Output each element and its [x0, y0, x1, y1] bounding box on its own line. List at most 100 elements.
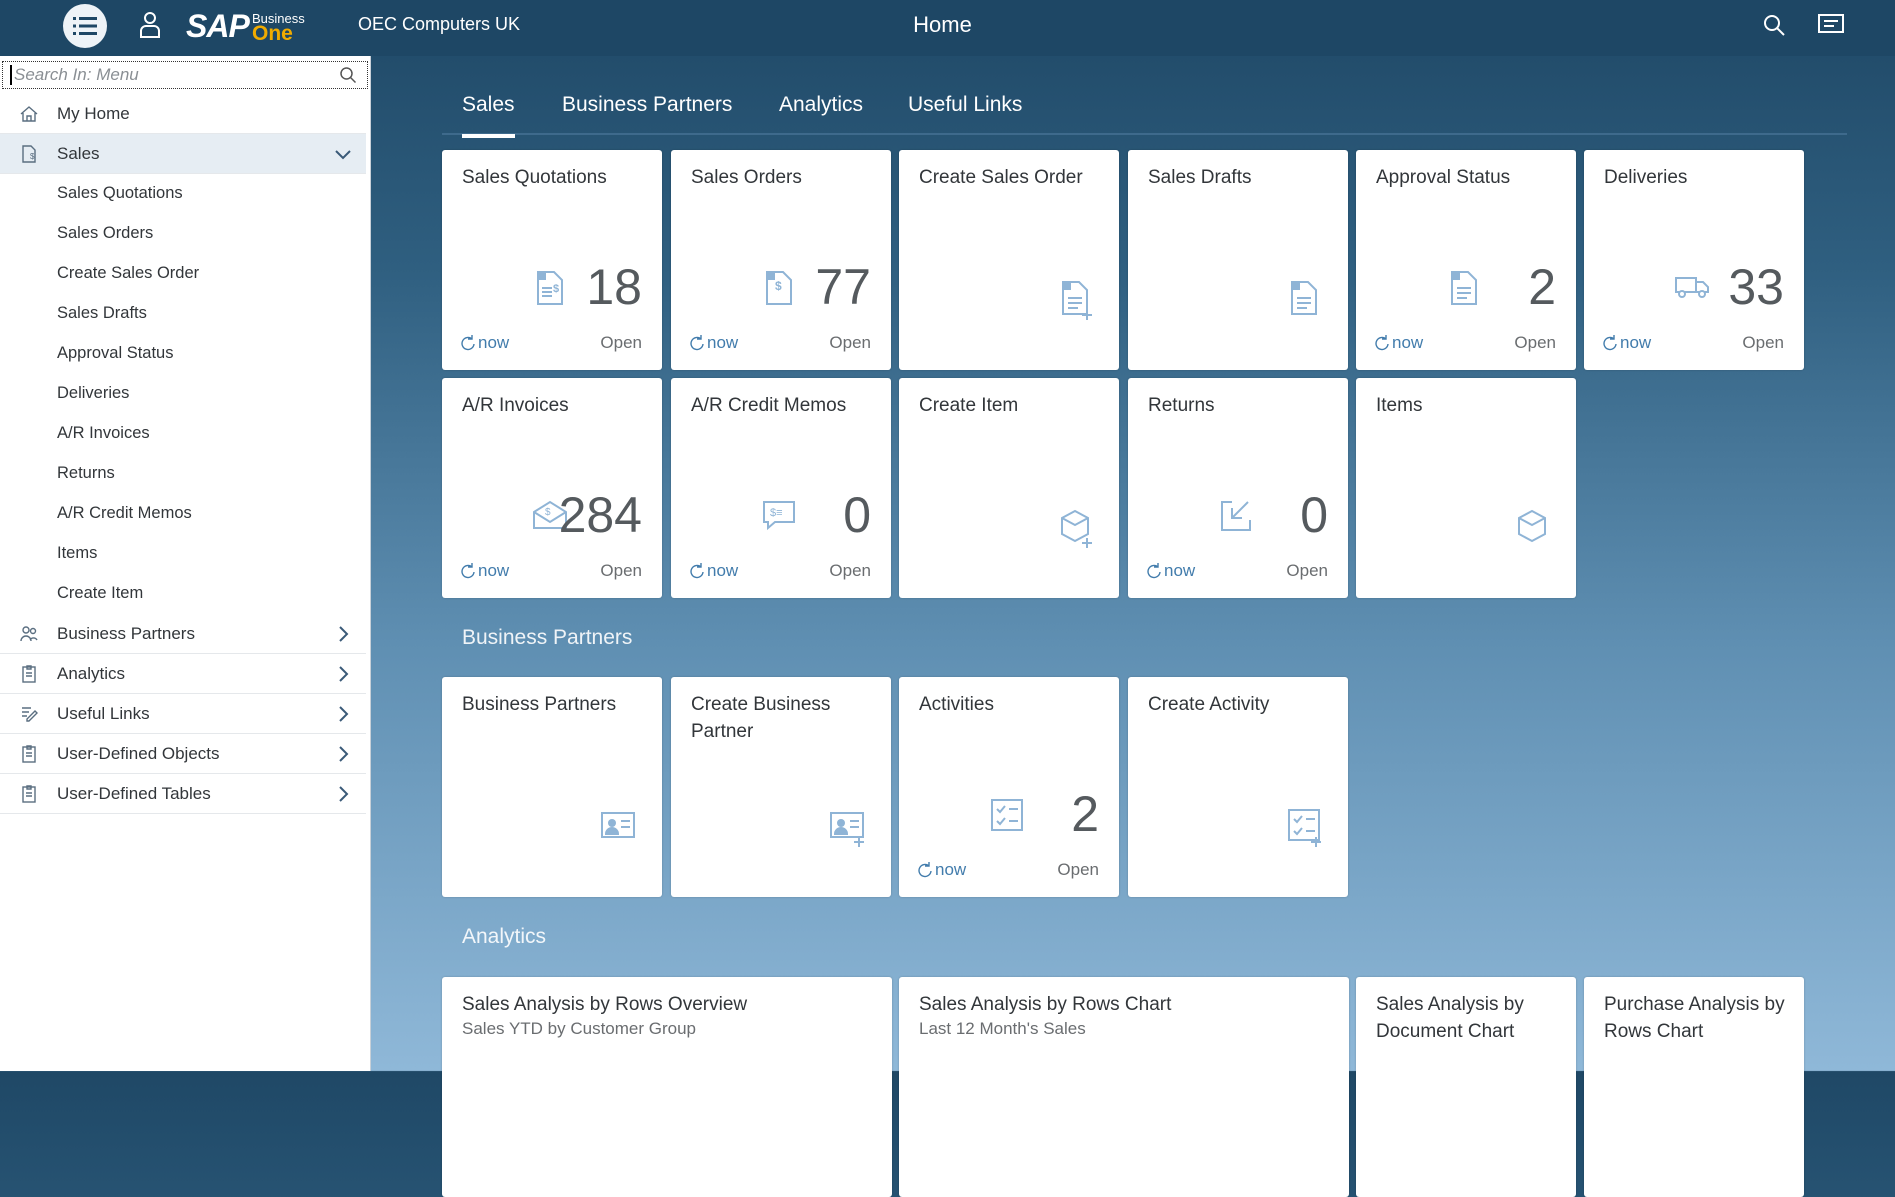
chevron-right-icon[interactable]: [334, 745, 352, 763]
add-document-icon: [1062, 281, 1092, 320]
quotation-icon: $: [537, 271, 563, 305]
sidebar-subitem[interactable]: Approval Status: [57, 344, 174, 362]
sidebar-item-label: My Home: [57, 103, 130, 123]
refresh-button[interactable]: now: [1374, 333, 1423, 353]
task-icon: [991, 799, 1023, 831]
navigation-sidebar: Search In: Menu My Home $ Sales Sales Quota…: [0, 56, 371, 1071]
sidebar-item-analytics[interactable]: Analytics: [0, 654, 366, 694]
refresh-button[interactable]: now: [689, 333, 738, 353]
sidebar-subitem[interactable]: Sales Quotations: [57, 184, 183, 202]
contact-card-icon: [601, 812, 635, 838]
notifications-icon[interactable]: [1818, 13, 1844, 35]
truck-icon: [1675, 277, 1709, 298]
refresh-button[interactable]: now: [460, 333, 509, 353]
refresh-time: now: [1392, 333, 1424, 352]
sidebar-subitem[interactable]: Returns: [57, 464, 115, 482]
user-icon[interactable]: [138, 11, 162, 39]
sidebar-item-label: Useful Links: [57, 703, 150, 723]
tile-sales-quotations[interactable]: Sales Quotations $18 now Open: [442, 150, 662, 370]
sidebar-item-useful-links[interactable]: Useful Links: [0, 694, 366, 734]
sidebar-subitem[interactable]: Sales Drafts: [57, 304, 147, 322]
sidebar-item-label: Analytics: [57, 663, 126, 683]
menu-search-input[interactable]: Search In: Menu: [2, 61, 368, 89]
tile-count: 18: [586, 259, 642, 315]
refresh-icon: [461, 563, 475, 579]
shell-header: SAP Business One OEC Computers UK Home: [0, 0, 1895, 56]
tab-analytics[interactable]: Analytics: [779, 93, 864, 116]
tile-title: Create Business Partner: [691, 694, 831, 742]
tile-create-sales-order[interactable]: Create Sales Order: [899, 150, 1119, 370]
tile-title: A/R Credit Memos: [691, 395, 847, 416]
sidebar-subitem[interactable]: Create Item: [57, 584, 144, 602]
tile-title: Purchase Analysis by Rows Chart: [1604, 994, 1785, 1042]
tile-status: Open: [1514, 333, 1556, 352]
menu-list-icon: [73, 17, 97, 35]
chevron-right-icon[interactable]: [334, 785, 352, 803]
chevron-right-icon[interactable]: [334, 665, 352, 683]
sidebar-item-my-home[interactable]: My Home: [0, 94, 366, 134]
sap-business-one-logo[interactable]: SAP Business One: [186, 8, 305, 45]
refresh-button[interactable]: now: [1146, 561, 1195, 581]
tile-status: Open: [1742, 333, 1784, 352]
tile-purchase-analysis-by-rows-chart[interactable]: Purchase Analysis by Rows Chart: [1584, 977, 1804, 1197]
company-name: OEC Computers UK: [358, 14, 521, 34]
refresh-button[interactable]: now: [689, 561, 738, 581]
search-icon[interactable]: [339, 66, 357, 84]
sales-document-icon: $: [21, 144, 36, 163]
tile-sales-analysis-by-rows-chart[interactable]: Sales Analysis by Rows Chart Last 12 Mont…: [899, 977, 1349, 1197]
tile-a-r-credit-memos[interactable]: A/R Credit Memos $≡ 0 now Open: [671, 378, 891, 598]
refresh-time: now: [1164, 561, 1196, 580]
tile-count: 0: [1300, 487, 1328, 543]
svg-text:$: $: [553, 283, 559, 295]
tile-sales-drafts[interactable]: Sales Drafts: [1128, 150, 1348, 370]
logo-one: One: [252, 22, 293, 45]
refresh-time: now: [1620, 333, 1652, 352]
tile-title: Deliveries: [1604, 167, 1688, 188]
tile-business-partners[interactable]: Business Partners: [442, 677, 662, 897]
tile-sales-analysis-by-rows-overview[interactable]: Sales Analysis by Rows Overview Sales YTD…: [442, 977, 892, 1197]
search-icon[interactable]: [1762, 13, 1786, 37]
tile-create-business-partner[interactable]: Create Business Partner: [671, 677, 891, 897]
tile-deliveries[interactable]: Deliveries 33 now Open: [1584, 150, 1804, 370]
tab-useful-links[interactable]: Useful Links: [908, 93, 1023, 116]
sidebar-item-sales[interactable]: $ Sales: [0, 134, 366, 174]
refresh-button[interactable]: now: [1602, 333, 1651, 353]
tile-create-item[interactable]: Create Item: [899, 378, 1119, 598]
chevron-right-icon[interactable]: [334, 705, 352, 723]
sidebar-item-user-defined-objects[interactable]: User-Defined Objects: [0, 734, 366, 774]
invoice-dollar-icon: $: [766, 271, 792, 305]
sidebar-subitem[interactable]: A/R Invoices: [57, 424, 150, 442]
tile-sales-analysis-by-document-chart[interactable]: Sales Analysis by Document Chart: [1356, 977, 1576, 1197]
sidebar-subitem[interactable]: Items: [57, 544, 98, 562]
refresh-icon: [690, 335, 704, 351]
chevron-right-icon[interactable]: [334, 625, 352, 643]
refresh-time: now: [478, 561, 510, 580]
refresh-icon: [461, 335, 475, 351]
refresh-button[interactable]: now: [917, 860, 966, 880]
tile-count: 2: [1528, 259, 1556, 315]
tile-a-r-invoices[interactable]: A/R Invoices $284 now Open: [442, 378, 662, 598]
tile-status: Open: [1057, 860, 1099, 879]
sidebar-item-business-partners[interactable]: Business Partners: [0, 614, 366, 654]
sidebar-item-user-defined-tables[interactable]: User-Defined Tables: [0, 774, 366, 814]
tile-title: Business Partners: [462, 694, 617, 715]
tab-sales[interactable]: Sales: [462, 93, 515, 138]
tile-approval-status[interactable]: Approval Status 2 now Open: [1356, 150, 1576, 370]
tile-returns[interactable]: Returns 0 now Open: [1128, 378, 1348, 598]
tile-items[interactable]: Items: [1356, 378, 1576, 598]
sidebar-subitem[interactable]: Create Sales Order: [57, 264, 200, 282]
tile-title: Items: [1376, 395, 1423, 416]
tile-activities[interactable]: Activities 2 now Open: [899, 677, 1119, 897]
tab-business-partners[interactable]: Business Partners: [562, 93, 733, 116]
refresh-button[interactable]: now: [460, 561, 509, 581]
chevron-down-icon[interactable]: [334, 145, 352, 163]
edit-icon: [21, 706, 38, 722]
sidebar-subitem[interactable]: A/R Credit Memos: [57, 504, 192, 522]
tile-title: Sales Drafts: [1148, 167, 1252, 188]
tile-create-activity[interactable]: Create Activity: [1128, 677, 1348, 897]
sidebar-subitem[interactable]: Sales Orders: [57, 224, 154, 242]
menu-button[interactable]: [63, 4, 107, 48]
tile-subtitle: Last 12 Month's Sales: [919, 1019, 1086, 1038]
sidebar-subitem[interactable]: Deliveries: [57, 384, 130, 402]
tile-sales-orders[interactable]: Sales Orders $77 now Open: [671, 150, 891, 370]
